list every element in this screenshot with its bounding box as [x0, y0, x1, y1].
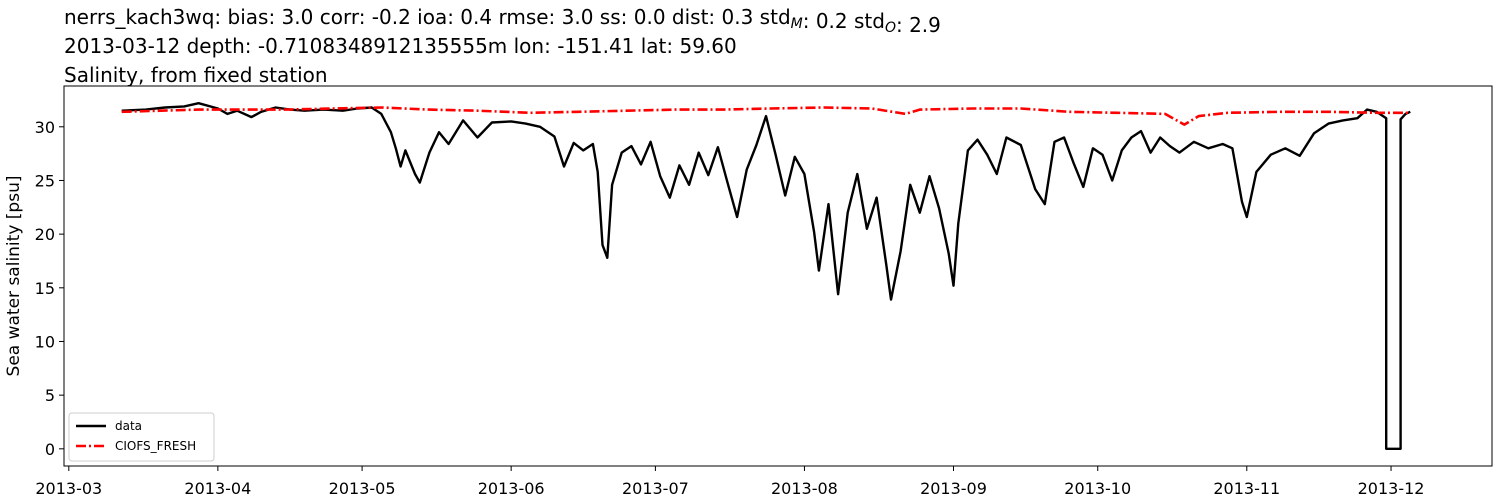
x-tick-label: 2013-06 — [478, 479, 545, 498]
legend-label: data — [115, 419, 142, 433]
x-tick-label: 2013-11 — [1213, 479, 1280, 498]
y-tick-label: 25 — [35, 171, 55, 190]
y-tick-label: 20 — [35, 225, 55, 244]
y-axis: 0 5 10 15 20 25 30 — [35, 118, 64, 459]
x-tick-label: 2013-12 — [1358, 479, 1425, 498]
y-tick-label: 15 — [35, 279, 55, 298]
legend: data CIOFS_FRESH — [68, 412, 215, 462]
series-line-ciofs-fresh — [121, 106, 1411, 126]
title-line-3: Salinity, from fixed station — [64, 63, 328, 87]
x-tick-label: 2013-10 — [1064, 479, 1131, 498]
title-line-2: 2013-03-12 depth: -0.7108348912135555m l… — [64, 34, 737, 58]
y-tick-label: 0 — [45, 440, 55, 459]
title-line-1: nerrs_kach3wq: bias: 3.0 corr: -0.2 ioa:… — [64, 5, 941, 37]
y-tick-label: 30 — [35, 118, 55, 137]
y-tick-label: 5 — [45, 386, 55, 405]
chart-title: nerrs_kach3wq: bias: 3.0 corr: -0.2 ioa:… — [64, 5, 941, 87]
x-tick-label: 2013-09 — [920, 479, 987, 498]
legend-label: CIOFS_FRESH — [115, 439, 196, 453]
series-layer — [121, 102, 1411, 450]
x-tick-label: 2013-03 — [35, 479, 102, 498]
plot-area — [63, 85, 1493, 467]
x-tick-label: 2013-04 — [184, 479, 251, 498]
x-tick-label: 2013-08 — [771, 479, 838, 498]
y-tick-label: 10 — [35, 332, 55, 351]
y-axis-label: Sea water salinity [psu] — [4, 176, 24, 377]
series-line-data — [121, 102, 1411, 450]
x-axis: 2013-03 2013-04 2013-05 2013-06 2013-07 2013-… — [35, 466, 1424, 498]
x-tick-label: 2013-07 — [622, 479, 689, 498]
x-tick-label: 2013-05 — [329, 479, 396, 498]
